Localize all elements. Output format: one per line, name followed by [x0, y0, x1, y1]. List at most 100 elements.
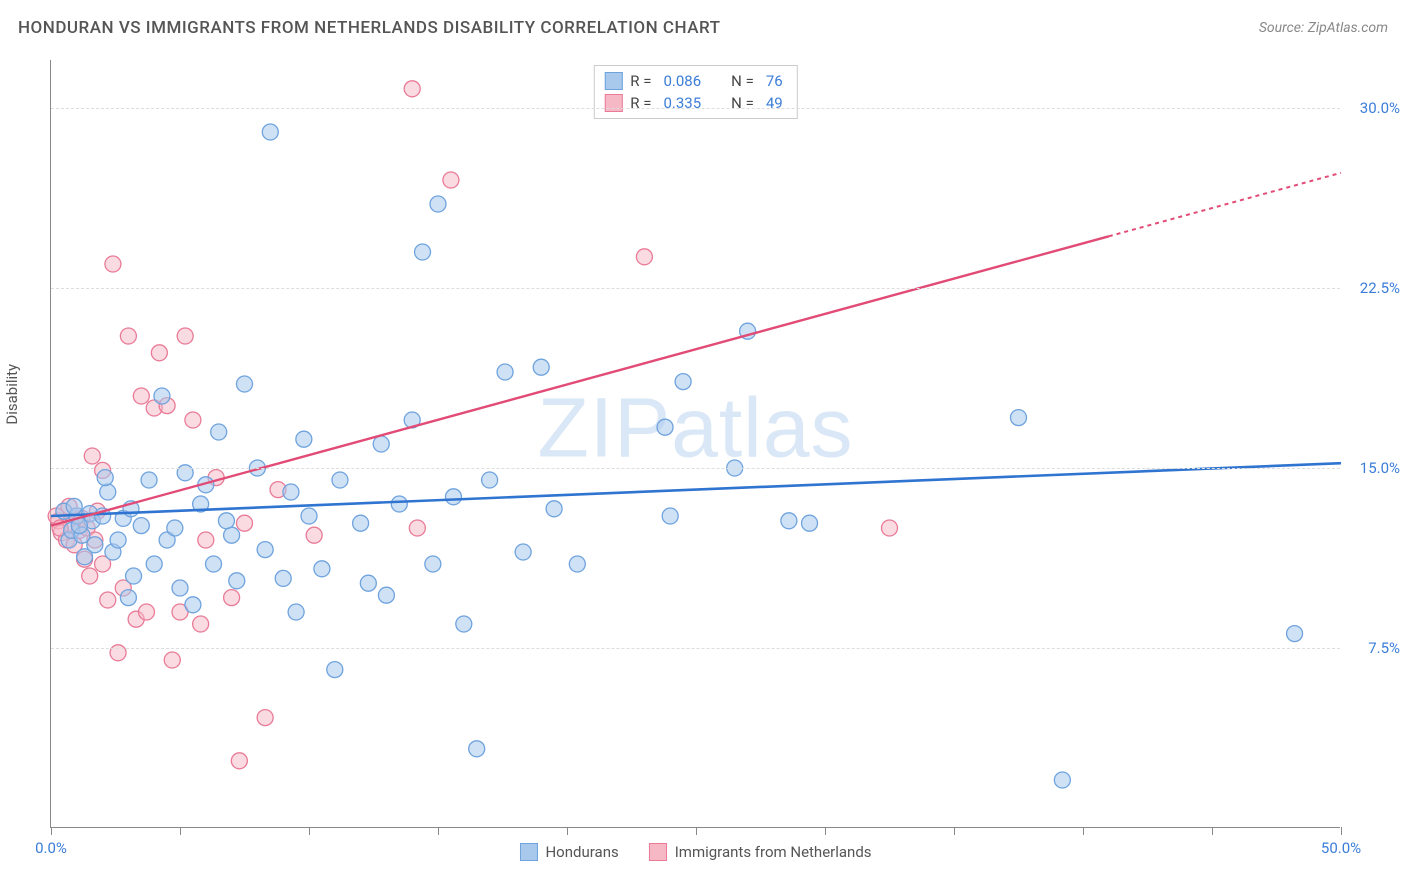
legend-n-value: 76 — [766, 72, 783, 90]
ytick-label: 30.0% — [1360, 99, 1400, 117]
scatter-point-blue — [314, 561, 330, 577]
scatter-point-pink — [100, 592, 116, 608]
scatter-point-blue — [154, 388, 170, 404]
legend-n-label: N = — [731, 94, 754, 112]
scatter-point-blue — [262, 124, 278, 140]
scatter-point-blue — [301, 508, 317, 524]
scatter-point-blue — [100, 484, 116, 500]
trend-line-pink — [51, 236, 1109, 525]
xtick — [567, 827, 568, 835]
scatter-point-blue — [378, 587, 394, 603]
scatter-point-blue — [373, 436, 389, 452]
scatter-point-blue — [283, 484, 299, 500]
scatter-point-pink — [404, 81, 420, 97]
legend-series-label: Hondurans — [545, 843, 618, 861]
scatter-point-pink — [231, 753, 247, 769]
scatter-point-blue — [482, 472, 498, 488]
legend-stat-row: R = 0.086 N = 76 — [604, 70, 786, 92]
legend-swatch — [519, 843, 537, 861]
plot-area: ZIPatlas R =0.086N =76R =0.335N =49 Hond… — [50, 60, 1340, 828]
legend-swatch — [604, 72, 622, 90]
xtick-label: 50.0% — [1321, 839, 1361, 857]
xtick — [954, 827, 955, 835]
scatter-point-blue — [206, 556, 222, 572]
trend-line-blue — [51, 463, 1341, 516]
gridline — [51, 468, 1340, 469]
scatter-point-blue — [662, 508, 678, 524]
legend-stats: R =0.086N =76R =0.335N =49 — [593, 65, 797, 119]
scatter-point-pink — [443, 172, 459, 188]
legend-swatch — [604, 94, 622, 112]
xtick — [1341, 827, 1342, 835]
scatter-point-blue — [66, 498, 82, 514]
scatter-point-pink — [237, 515, 253, 531]
scatter-point-blue — [167, 520, 183, 536]
scatter-point-pink — [120, 328, 136, 344]
legend-r-value: 0.086 — [663, 72, 701, 90]
scatter-point-blue — [1287, 626, 1303, 642]
scatter-point-pink — [193, 616, 209, 632]
scatter-point-pink — [138, 604, 154, 620]
scatter-point-blue — [229, 573, 245, 589]
scatter-point-blue — [675, 374, 691, 390]
chart-svg — [51, 60, 1340, 827]
gridline — [51, 648, 1340, 649]
scatter-point-blue — [360, 575, 376, 591]
trend-line-pink-dash — [1109, 173, 1341, 237]
scatter-point-blue — [802, 515, 818, 531]
legend-series: HonduransImmigrants from Netherlands — [519, 843, 871, 861]
scatter-point-blue — [533, 359, 549, 375]
scatter-point-pink — [224, 590, 240, 606]
xtick — [51, 827, 52, 835]
scatter-point-blue — [332, 472, 348, 488]
scatter-point-pink — [82, 568, 98, 584]
scatter-point-pink — [177, 328, 193, 344]
scatter-point-blue — [515, 544, 531, 560]
scatter-point-blue — [456, 616, 472, 632]
scatter-point-blue — [445, 489, 461, 505]
scatter-point-blue — [415, 244, 431, 260]
scatter-point-blue — [110, 532, 126, 548]
scatter-point-blue — [1011, 410, 1027, 426]
scatter-point-pink — [636, 249, 652, 265]
scatter-point-blue — [430, 196, 446, 212]
scatter-point-blue — [327, 662, 343, 678]
legend-r-label: R = — [630, 72, 651, 90]
scatter-point-blue — [469, 741, 485, 757]
scatter-point-pink — [198, 532, 214, 548]
xtick — [696, 827, 697, 835]
xtick — [180, 827, 181, 835]
scatter-point-pink — [84, 448, 100, 464]
scatter-point-pink — [133, 388, 149, 404]
chart-title: HONDURAN VS IMMIGRANTS FROM NETHERLANDS … — [18, 18, 721, 38]
scatter-point-blue — [425, 556, 441, 572]
scatter-point-pink — [409, 520, 425, 536]
scatter-point-blue — [1054, 772, 1070, 788]
legend-r-value: 0.335 — [663, 94, 701, 112]
scatter-point-blue — [353, 515, 369, 531]
scatter-point-blue — [87, 537, 103, 553]
xtick — [1083, 827, 1084, 835]
scatter-point-blue — [569, 556, 585, 572]
xtick — [1212, 827, 1213, 835]
scatter-point-blue — [141, 472, 157, 488]
xtick-label: 0.0% — [35, 839, 67, 857]
gridline — [51, 108, 1340, 109]
xtick — [438, 827, 439, 835]
scatter-point-blue — [657, 419, 673, 435]
scatter-point-pink — [882, 520, 898, 536]
xtick — [825, 827, 826, 835]
scatter-point-blue — [146, 556, 162, 572]
legend-series-item: Hondurans — [519, 843, 618, 861]
scatter-point-blue — [288, 604, 304, 620]
legend-n-label: N = — [731, 72, 754, 90]
scatter-point-blue — [296, 431, 312, 447]
scatter-point-blue — [257, 542, 273, 558]
ytick-label: 22.5% — [1360, 279, 1400, 297]
scatter-point-blue — [172, 580, 188, 596]
scatter-point-blue — [133, 518, 149, 534]
scatter-point-pink — [151, 345, 167, 361]
scatter-point-blue — [224, 527, 240, 543]
y-axis-label: Disability — [3, 364, 21, 425]
scatter-point-blue — [497, 364, 513, 380]
